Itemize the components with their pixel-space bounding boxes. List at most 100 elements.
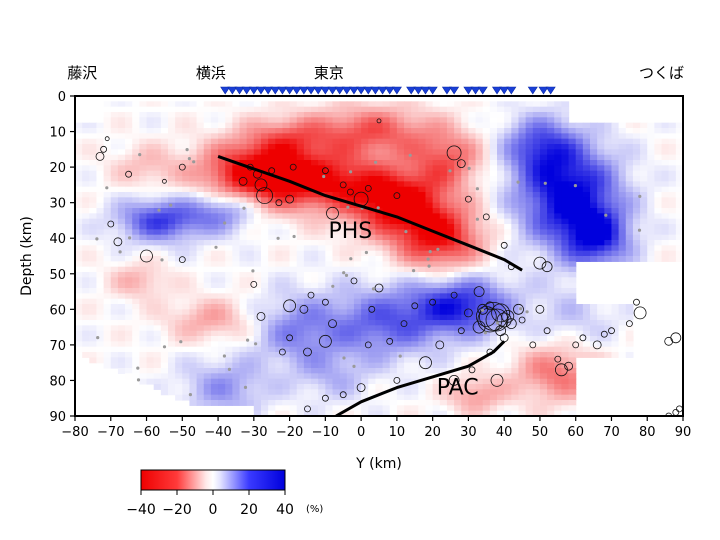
y-axis-title: Depth (km) (19, 216, 35, 296)
hypocenter-20 (326, 206, 339, 220)
seismicity-dot (331, 284, 335, 288)
hypocenter-85 (543, 327, 551, 335)
hypocenter-0 (95, 151, 105, 161)
hypocenter-95 (626, 320, 633, 328)
hypocenter-54 (450, 291, 458, 299)
x-tick-label: 60 (567, 425, 584, 440)
hypocenter-47 (374, 283, 384, 293)
hypocenter-62 (339, 391, 347, 399)
hypocenter-18 (275, 199, 283, 207)
seismicity-dot (495, 321, 500, 325)
seismicity-dot (227, 367, 231, 371)
x-axis-title: Y (km) (355, 456, 402, 472)
seismicity-dot (404, 230, 408, 234)
seismicity-dot (475, 187, 479, 191)
seismicity-dot (448, 169, 452, 173)
x-tick-label: −40 (204, 425, 231, 440)
seismicity-dot (543, 181, 547, 185)
hypocenter-28 (456, 159, 466, 169)
x-tick-label: 30 (460, 425, 477, 440)
station-marker (255, 86, 267, 95)
hypocenter-89 (564, 361, 573, 371)
colorbar-unit: (%) (306, 504, 323, 515)
seismicity-dot (188, 393, 192, 397)
colorbar: −40 −20 0 20 40 (%) (126, 469, 323, 518)
hypocenter-75 (501, 309, 515, 323)
station-marker (477, 86, 488, 95)
seismicity-dot (222, 354, 226, 358)
seismicity-dot (364, 250, 368, 255)
station-marker (391, 86, 402, 95)
plate-boundaries (217, 154, 523, 416)
seismicity-dot (118, 250, 122, 254)
hypocenter-76 (505, 318, 517, 330)
station-marker (341, 86, 352, 95)
colorbar-tick-label: 40 (276, 502, 294, 518)
hypocenter-67 (490, 373, 504, 387)
hypocenter-50 (386, 337, 394, 345)
station-marker (348, 86, 360, 95)
hypocenter-12 (254, 178, 268, 192)
hypocenter-98 (664, 336, 674, 346)
y-tick-label: 50 (49, 268, 66, 283)
hypocenter-92 (592, 340, 602, 350)
seismicity-dot (105, 186, 109, 190)
hypocenter-13 (256, 187, 274, 205)
seismicity-dot (467, 166, 471, 170)
seismicity-dot (426, 257, 430, 261)
hypocenter-33 (533, 256, 547, 270)
station-marker (263, 86, 274, 95)
y-axis-ticks: 0 10 20 30 40 50 60 70 80 90 (49, 90, 75, 425)
hypocenter-6 (107, 220, 115, 228)
plot-frame (74, 95, 684, 417)
hypocenter-87 (554, 355, 562, 363)
x-tick-label: −50 (169, 425, 196, 440)
seismicity-dot (214, 245, 218, 249)
hypocenter-16 (285, 194, 295, 204)
station-marker (220, 86, 231, 95)
hypocenter-55 (463, 308, 473, 318)
station-marker (463, 86, 474, 95)
hypocenter-84 (535, 304, 545, 314)
station-marker (491, 86, 503, 95)
hypocenter-25 (376, 118, 382, 124)
hypocenter-70 (477, 307, 503, 333)
station-marker (470, 86, 481, 95)
hypocenter-15 (238, 176, 248, 186)
hypocenter-57 (457, 327, 465, 335)
velocity-anomaly-heatmap (75, 101, 683, 416)
hypocenter-82 (513, 303, 524, 315)
seismicity-dot (169, 203, 173, 207)
hypocenter-26 (393, 192, 401, 200)
x-tick-label: 70 (603, 425, 620, 440)
seismicity-dot (344, 273, 349, 277)
y-tick-label: 80 (49, 374, 66, 389)
station-marker (449, 86, 460, 95)
hypocenter-31 (500, 241, 508, 249)
seismicity-dot (376, 206, 380, 210)
hypocenter-93 (600, 330, 608, 338)
hypocenter-56 (473, 286, 485, 298)
colorbar-tick-label: −40 (126, 502, 156, 518)
seismicity-dot (157, 208, 161, 212)
hypocenter-86 (529, 341, 537, 349)
y-tick-label: 30 (49, 197, 66, 212)
hypocenter-29 (464, 195, 472, 203)
place-labels: 藤沢 横浜 東京 つくば (67, 64, 684, 82)
seismicity-dot (408, 153, 412, 157)
hypocenter-51 (400, 320, 408, 328)
x-tick-label: 40 (496, 425, 513, 440)
seismicity-dot (95, 237, 99, 241)
hypocenter-66 (468, 366, 476, 374)
seismicity-dot (192, 160, 196, 164)
station-markers (220, 86, 556, 95)
hypocenter-8 (140, 249, 153, 263)
y-tick-label: 20 (49, 161, 66, 176)
station-marker (291, 86, 302, 95)
seismicity-dot (428, 250, 432, 254)
colorbar-tick-label: −20 (162, 502, 192, 518)
hypocenter-99 (670, 332, 682, 344)
seismicity-dot (136, 378, 141, 382)
plate-labels: PHS PAC (329, 219, 479, 401)
